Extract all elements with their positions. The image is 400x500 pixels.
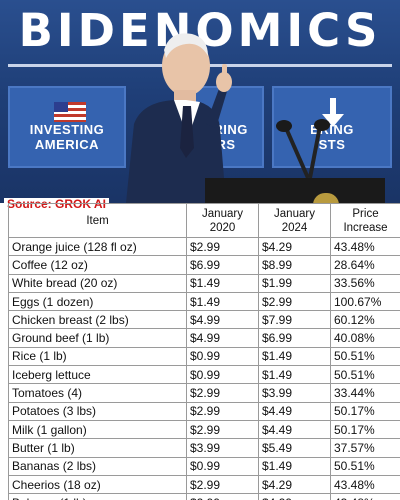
cell-item: Potatoes (3 lbs)	[8, 401, 187, 421]
cell-price-2024: $6.99	[258, 328, 331, 348]
cell-price-increase: 50.51%	[330, 365, 400, 385]
cell-price-2020: $2.99	[186, 419, 259, 440]
price-table: Item January 2020 January 2024 Price Inc…	[8, 203, 400, 500]
down-arrow-icon	[322, 98, 344, 127]
cell-price-increase: 50.17%	[330, 401, 400, 421]
cell-item: Bananas (2 lbs)	[8, 456, 187, 476]
table-row: Coffee (12 oz) $6.99 $8.99 28.64%	[8, 255, 400, 275]
cell-price-increase: 43.48%	[330, 493, 400, 500]
cell-price-increase: 40.08%	[330, 328, 400, 348]
banner-panel-left: INVESTING AMERICA	[8, 86, 126, 168]
table-row: Butter (1 lb) $3.99 $5.49 37.57%	[8, 438, 400, 458]
table-header-row: Item January 2020 January 2024 Price Inc…	[8, 203, 400, 238]
cell-price-increase: 43.48%	[330, 236, 400, 257]
cell-price-2024: $4.29	[258, 236, 331, 257]
cell-price-2024: $7.99	[258, 310, 331, 330]
table-body: Orange juice (128 fl oz) $2.99 $4.29 43.48%…	[8, 236, 400, 500]
table-row: Orange juice (128 fl oz) $2.99 $4.29 43.48%	[8, 236, 400, 257]
cell-price-2024: $5.49	[258, 438, 331, 458]
cell-item: White bread (20 oz)	[8, 273, 187, 293]
cell-price-2020: $2.99	[186, 493, 259, 500]
cell-item: Bologna (1 lb)	[8, 493, 187, 500]
cell-item: Chicken breast (2 lbs)	[8, 310, 187, 330]
header-item: Item	[8, 203, 187, 238]
cell-price-2020: $3.99	[186, 438, 259, 458]
cell-price-increase: 37.57%	[330, 438, 400, 458]
table-row: White bread (20 oz) $1.49 $1.99 33.56%	[8, 273, 400, 293]
cell-price-2020: $2.99	[186, 383, 259, 403]
cell-item: Butter (1 lb)	[8, 438, 187, 458]
flag-icon	[54, 102, 86, 122]
table-row: Bananas (2 lbs) $0.99 $1.49 50.51%	[8, 456, 400, 476]
table-row: Rice (1 lb) $0.99 $1.49 50.51%	[8, 346, 400, 367]
banner-panel-right: ERING STS	[272, 86, 392, 168]
speaker-figure	[126, 33, 232, 203]
table-row: Chicken breast (2 lbs) $4.99 $7.99 60.12%	[8, 310, 400, 330]
table-row: Milk (1 gallon) $2.99 $4.49 50.17%	[8, 419, 400, 440]
table-row: Eggs (1 dozen) $1.49 $2.99 100.67%	[8, 291, 400, 312]
cell-price-2020: $6.99	[186, 255, 259, 275]
cell-price-increase: 28.64%	[330, 255, 400, 275]
banner-panel-left-text: INVESTING AMERICA	[29, 122, 105, 152]
cell-price-2020: $2.99	[186, 236, 259, 257]
cell-price-2020: $4.99	[186, 328, 259, 348]
cell-item: Milk (1 gallon)	[8, 419, 187, 440]
cell-price-2020: $1.49	[186, 273, 259, 293]
cell-price-2020: $1.49	[186, 291, 259, 312]
cell-item: Ground beef (1 lb)	[8, 328, 187, 348]
header-photo: BIDENOMICS INVESTING AMERICA ERING RS ER…	[0, 0, 400, 203]
cell-item: Coffee (12 oz)	[8, 255, 187, 275]
cell-price-2024: $1.99	[258, 273, 331, 293]
header-jan-2024: January 2024	[258, 203, 331, 238]
cell-price-2020: $0.99	[186, 365, 259, 385]
header-jan-2020: January 2020	[186, 203, 259, 238]
cell-item: Orange juice (128 fl oz)	[8, 236, 187, 257]
cell-price-2024: $1.49	[258, 365, 331, 385]
cell-price-2020: $4.99	[186, 310, 259, 330]
cell-price-2020: $0.99	[186, 456, 259, 476]
table-row: Ground beef (1 lb) $4.99 $6.99 40.08%	[8, 328, 400, 348]
podium-seal	[313, 193, 339, 203]
podium	[205, 178, 385, 203]
table-row: Potatoes (3 lbs) $2.99 $4.49 50.17%	[8, 401, 400, 421]
cell-price-2024: $4.29	[258, 493, 331, 500]
cell-price-increase: 100.67%	[330, 291, 400, 312]
cell-item: Iceberg lettuce	[8, 365, 187, 385]
cell-price-increase: 43.48%	[330, 474, 400, 495]
cell-price-2024: $8.99	[258, 255, 331, 275]
table-row: Cheerios (18 oz) $2.99 $4.29 43.48%	[8, 474, 400, 495]
table-row: Tomatoes (4) $2.99 $3.99 33.44%	[8, 383, 400, 403]
cell-item: Eggs (1 dozen)	[8, 291, 187, 312]
cell-item: Cheerios (18 oz)	[8, 474, 187, 495]
cell-price-2024: $4.29	[258, 474, 331, 495]
cell-price-2020: $2.99	[186, 474, 259, 495]
cell-price-increase: 33.44%	[330, 383, 400, 403]
microphone-icon	[276, 119, 330, 179]
cell-price-2024: $1.49	[258, 456, 331, 476]
cell-price-2024: $3.99	[258, 383, 331, 403]
cell-price-increase: 50.17%	[330, 419, 400, 440]
header-price-increase: Price Increase	[330, 203, 400, 238]
cell-price-2024: $2.99	[258, 291, 331, 312]
cell-price-2024: $4.49	[258, 419, 331, 440]
cell-price-2020: $0.99	[186, 346, 259, 367]
cell-price-increase: 33.56%	[330, 273, 400, 293]
cell-item: Rice (1 lb)	[8, 346, 187, 367]
table-row: Iceberg lettuce $0.99 $1.49 50.51%	[8, 365, 400, 385]
cell-price-2024: $4.49	[258, 401, 331, 421]
cell-price-increase: 50.51%	[330, 456, 400, 476]
cell-price-2024: $1.49	[258, 346, 331, 367]
cell-price-increase: 60.12%	[330, 310, 400, 330]
cell-price-increase: 50.51%	[330, 346, 400, 367]
cell-price-2020: $2.99	[186, 401, 259, 421]
cell-item: Tomatoes (4)	[8, 383, 187, 403]
